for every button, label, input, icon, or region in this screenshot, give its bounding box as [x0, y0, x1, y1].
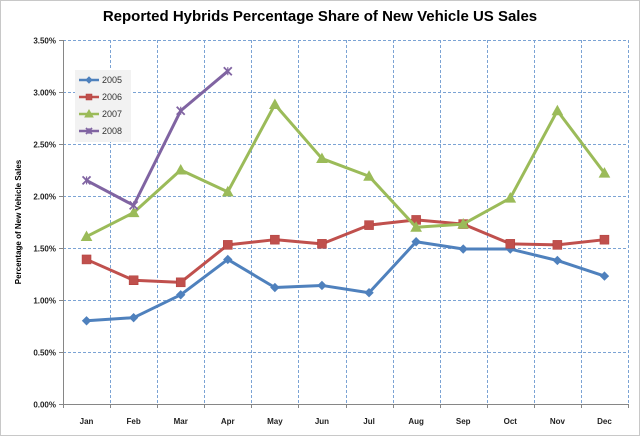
data-point: [85, 93, 93, 101]
y-tick-label: 0.00%: [33, 401, 56, 410]
legend-label: 2006: [102, 92, 122, 102]
data-point: [223, 254, 233, 265]
data-point: [80, 230, 93, 242]
data-point: [85, 76, 93, 84]
data-point: [552, 255, 563, 266]
legend-label: 2008: [102, 126, 122, 136]
x-tick-label: Oct: [504, 417, 518, 426]
x-tick-label: Aug: [408, 417, 424, 426]
data-point: [552, 240, 563, 250]
series-line: [86, 240, 605, 323]
data-point: [551, 104, 564, 116]
series-2008: [81, 66, 233, 210]
x-tick-label: Dec: [597, 417, 612, 426]
legend-entry-2005: 2005: [79, 75, 122, 85]
legend-label: 2007: [102, 109, 122, 119]
y-tick-label: 3.50%: [33, 37, 56, 46]
data-point: [174, 163, 187, 175]
series-line: [85, 102, 606, 238]
data-point: [457, 218, 470, 229]
series-line: [85, 70, 229, 207]
axis-layer: 0.00% 0.50% 1.00% 1.50% 2.00% 2.50% 3.00% 3.50%…: [33, 37, 629, 426]
x-tick-label: Jan: [80, 417, 94, 426]
data-point: [270, 234, 280, 245]
data-point: [128, 200, 139, 210]
data-point: [270, 282, 280, 293]
x-tick-label: May: [267, 417, 283, 426]
data-point: [176, 106, 186, 116]
legend-label: 2005: [102, 75, 122, 85]
data-point: [221, 185, 234, 197]
x-tick-label: Jul: [363, 417, 375, 426]
data-point: [599, 234, 610, 245]
data-point: [505, 239, 516, 249]
data-point: [128, 275, 139, 285]
data-point: [81, 175, 92, 186]
series-line: [85, 218, 605, 284]
series-2006: [81, 215, 610, 288]
data-point: [269, 98, 281, 109]
data-point: [458, 244, 468, 254]
x-tick-label: Jun: [315, 417, 329, 426]
data-point: [410, 221, 422, 232]
y-tick-label: 0.50%: [33, 349, 56, 358]
data-point: [223, 240, 233, 250]
data-point: [317, 280, 327, 291]
data-point: [599, 271, 610, 281]
chart-title: Reported Hybrids Percentage Share of New…: [102, 8, 538, 25]
y-tick-label: 2.50%: [33, 141, 56, 150]
legend-entry-2007: 2007: [79, 108, 122, 119]
grid-layer: [63, 40, 629, 404]
data-point: [175, 277, 186, 288]
y-tick-label: 1.50%: [33, 245, 56, 254]
y-tick-label: 3.00%: [33, 89, 56, 98]
x-tick-label: Sep: [456, 417, 471, 426]
data-point: [364, 288, 374, 298]
data-point: [316, 152, 328, 164]
data-point: [176, 290, 186, 300]
data-point: [504, 192, 517, 203]
data-point: [128, 312, 139, 323]
data-point: [85, 127, 93, 135]
data-point: [223, 66, 233, 76]
y-axis-title: Percentage of New Vehicle Sales: [14, 159, 23, 284]
y-tick-label: 2.00%: [33, 193, 56, 202]
legend: 2005 2006 2007 2008: [75, 70, 131, 142]
data-point: [127, 206, 140, 218]
series-2007: [80, 98, 611, 242]
y-tick-label: 1.00%: [33, 297, 56, 306]
data-point: [81, 254, 92, 265]
data-point: [84, 108, 94, 118]
x-tick-label: Apr: [221, 417, 235, 426]
data-point: [411, 237, 421, 247]
legend-entry-2008: 2008: [79, 126, 122, 136]
data-point: [364, 220, 374, 230]
x-tick-label: Mar: [174, 417, 188, 426]
data-point: [81, 316, 92, 326]
data-point: [363, 170, 375, 181]
x-tick-label: Nov: [550, 417, 566, 426]
series-layer: [80, 66, 611, 326]
legend-entry-2006: 2006: [79, 92, 122, 102]
data-point: [598, 167, 611, 178]
data-point: [317, 239, 327, 249]
x-tick-label: Feb: [127, 417, 141, 426]
